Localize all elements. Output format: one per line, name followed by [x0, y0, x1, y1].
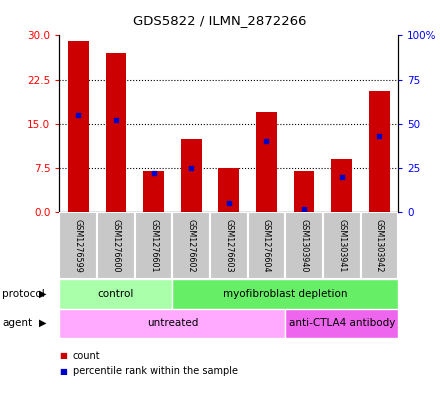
Text: GDS5822 / ILMN_2872266: GDS5822 / ILMN_2872266 [133, 14, 307, 27]
Text: count: count [73, 351, 100, 361]
Bar [369, 91, 390, 212]
Text: agent: agent [2, 318, 32, 328]
Text: GSM1276603: GSM1276603 [224, 219, 233, 272]
Text: ■: ■ [59, 367, 67, 376]
Text: myofibroblast depletion: myofibroblast depletion [223, 289, 348, 299]
Point [75, 112, 82, 118]
Text: GSM1276602: GSM1276602 [187, 219, 196, 272]
Bar [68, 41, 88, 212]
Bar [323, 212, 360, 279]
Text: percentile rank within the sample: percentile rank within the sample [73, 366, 238, 376]
Point [187, 165, 194, 171]
Text: protocol: protocol [2, 289, 45, 299]
Bar [59, 212, 97, 279]
Point [301, 206, 308, 212]
Bar [59, 309, 285, 338]
Point [150, 170, 157, 176]
Bar [256, 112, 277, 212]
Text: GSM1303942: GSM1303942 [375, 219, 384, 272]
Bar [172, 279, 398, 309]
Bar [285, 309, 398, 338]
Text: ▶: ▶ [39, 318, 47, 328]
Bar [331, 159, 352, 212]
Bar [106, 53, 126, 212]
Bar [294, 171, 315, 212]
Bar [97, 212, 135, 279]
Point [225, 200, 232, 207]
Bar [218, 168, 239, 212]
Text: ■: ■ [59, 351, 67, 360]
Bar [143, 171, 164, 212]
Point [263, 138, 270, 145]
Text: untreated: untreated [147, 318, 198, 328]
Bar [360, 212, 398, 279]
Text: GSM1303940: GSM1303940 [300, 219, 308, 272]
Text: GSM1276601: GSM1276601 [149, 219, 158, 272]
Text: GSM1276604: GSM1276604 [262, 219, 271, 272]
Bar [210, 212, 248, 279]
Text: control: control [98, 289, 134, 299]
Bar [285, 212, 323, 279]
Point [112, 117, 119, 123]
Text: GSM1276600: GSM1276600 [111, 219, 121, 272]
Point [338, 174, 345, 180]
Bar [135, 212, 172, 279]
Bar [59, 279, 172, 309]
Point [376, 133, 383, 140]
Text: GSM1276599: GSM1276599 [74, 219, 83, 273]
Bar [172, 212, 210, 279]
Bar [248, 212, 285, 279]
Bar [181, 138, 202, 212]
Text: ▶: ▶ [39, 289, 47, 299]
Text: anti-CTLA4 antibody: anti-CTLA4 antibody [289, 318, 395, 328]
Text: GSM1303941: GSM1303941 [337, 219, 346, 272]
